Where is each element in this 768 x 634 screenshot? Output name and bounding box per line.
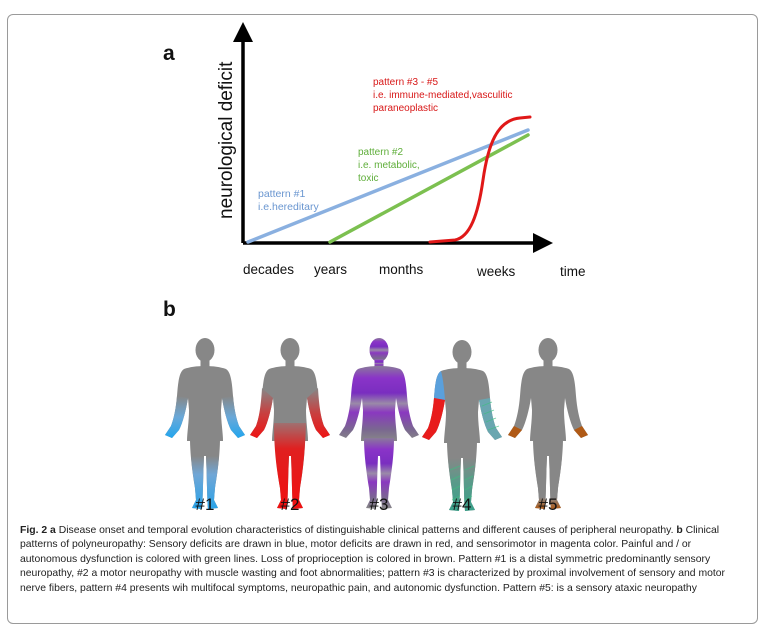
figure-label-1: #1 — [196, 495, 215, 514]
pattern2-detail-1: i.e. metabolic, — [358, 160, 420, 171]
x-tick-years: years — [314, 262, 347, 277]
pattern1-detail: i.e.hereditary — [258, 201, 319, 213]
figure-frame — [7, 14, 758, 624]
pattern3-curve — [428, 115, 532, 244]
x-tick-weeks: weeks — [476, 264, 516, 279]
x-tick-decades: decades — [243, 262, 294, 277]
body-figure-2 — [250, 338, 330, 509]
pattern3-title: pattern #3 - #5 — [373, 77, 438, 88]
body-figure-1 — [165, 338, 245, 509]
body-figure-5 — [508, 338, 588, 509]
pattern3-detail-2: paraneoplastic — [373, 103, 438, 114]
x-axis-arrow — [533, 233, 553, 253]
figure-label-3: #3 — [370, 495, 389, 514]
pattern2-detail-2: toxic — [358, 173, 379, 184]
pattern1-title: pattern #1 — [258, 188, 305, 200]
pattern1-curve — [246, 128, 530, 244]
figure-label-4: #4 — [453, 495, 472, 514]
pattern3-detail-1: i.e. immune-mediated,vasculitic — [373, 90, 513, 101]
y-axis-label: neurological deficit — [216, 61, 237, 219]
figure-label-5: #5 — [539, 495, 558, 514]
caption-panel-a-marker: a — [50, 525, 56, 536]
x-axis-label: time — [560, 264, 586, 279]
panel-b-label: b — [163, 298, 176, 321]
caption-text-b: Clinical patterns of polyneuropathy: Sen… — [20, 525, 726, 594]
figure-caption: Fig. 2 a Disease onset and temporal evol… — [20, 524, 742, 596]
caption-fig-number: Fig. 2 — [20, 525, 48, 536]
pattern2-curve — [328, 133, 530, 244]
caption-panel-b-marker: b — [676, 525, 683, 536]
pattern2-title: pattern #2 — [358, 147, 403, 158]
caption-text-a: Disease onset and temporal evolution cha… — [55, 525, 677, 536]
figure-label-2: #2 — [281, 495, 300, 514]
body-figure-4 — [422, 340, 502, 511]
panel-a-label: a — [163, 42, 175, 65]
body-figure-3 — [339, 338, 419, 509]
x-tick-months: months — [379, 262, 424, 277]
y-axis-arrow — [233, 22, 253, 42]
